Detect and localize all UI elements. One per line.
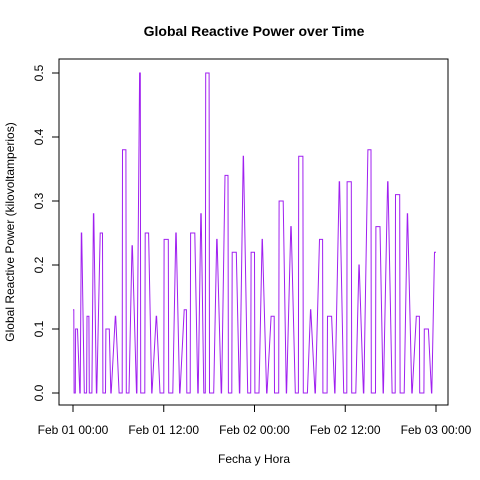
series-group bbox=[73, 72, 436, 394]
x-tick-label: Feb 02 12:00 bbox=[310, 423, 381, 437]
y-axis-label: Global Reactive Power (kilovoltamperios) bbox=[3, 122, 17, 341]
y-tick-label: 0.5 bbox=[32, 64, 46, 81]
y-tick-label: 0.3 bbox=[32, 192, 46, 209]
chart-title: Global Reactive Power over Time bbox=[144, 23, 365, 39]
x-axis-label: Fecha y Hora bbox=[218, 452, 290, 466]
x-axis: Feb 01 00:00 Feb 01 12:00 Feb 02 00:00 Feb … bbox=[38, 404, 472, 437]
y-tick-label: 0.0 bbox=[32, 384, 46, 401]
y-axis: 0.0 0.1 0.2 0.3 0.4 0.5 bbox=[32, 64, 60, 401]
series-line-0 bbox=[73, 72, 436, 394]
x-tick-label: Feb 01 12:00 bbox=[128, 423, 199, 437]
y-tick-label: 0.4 bbox=[32, 128, 46, 145]
x-tick-label: Feb 03 00:00 bbox=[401, 423, 472, 437]
y-tick-label: 0.2 bbox=[32, 256, 46, 273]
x-tick-label: Feb 01 00:00 bbox=[38, 423, 109, 437]
y-tick-label: 0.1 bbox=[32, 320, 46, 337]
x-tick-label: Feb 02 00:00 bbox=[219, 423, 290, 437]
